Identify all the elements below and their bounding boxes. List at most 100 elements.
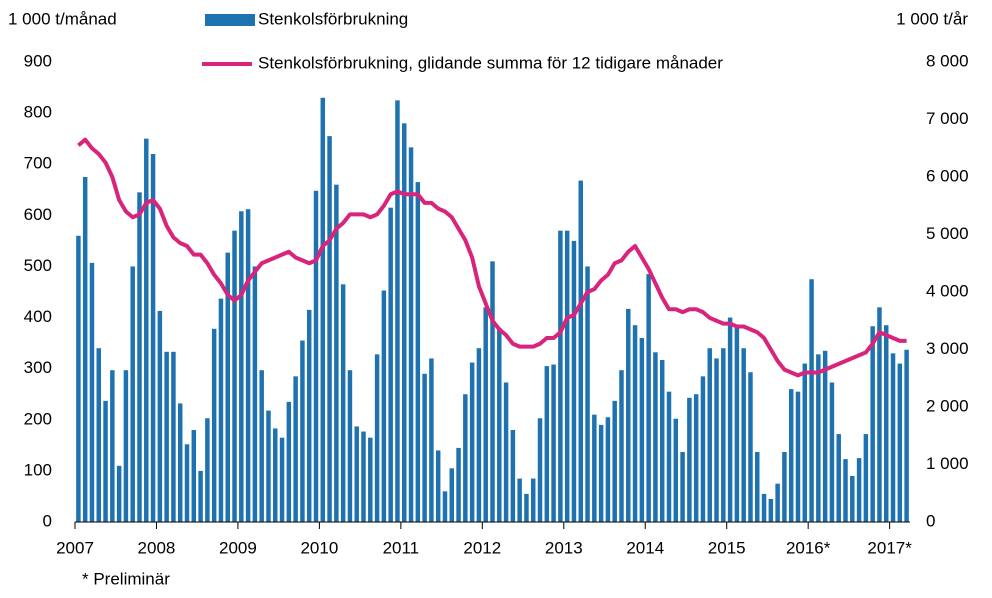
bar (585, 266, 590, 522)
x-tick-label: 2008 (138, 538, 176, 557)
y2-tick-label: 2 000 (926, 396, 969, 415)
bar (273, 428, 278, 522)
bar (700, 376, 706, 522)
bar (395, 100, 400, 522)
bar (734, 327, 740, 522)
bar (225, 252, 230, 522)
bar (626, 308, 631, 522)
legend-label: Stenkolsförbrukning, glidande summa för … (258, 53, 723, 72)
bar (836, 434, 841, 522)
bar (816, 354, 821, 522)
y2-tick-label: 8 000 (926, 51, 969, 70)
bar (530, 478, 536, 522)
bar (368, 437, 373, 522)
bar (442, 491, 448, 522)
bar (252, 266, 258, 522)
y2-tick-label: 0 (926, 511, 935, 530)
y-tick-label: 200 (24, 409, 52, 428)
bar (279, 437, 285, 522)
bar (435, 450, 441, 522)
bar (469, 362, 475, 522)
bar (605, 417, 611, 522)
bar (558, 230, 563, 522)
bar (76, 235, 81, 522)
y-tick-label: 700 (24, 154, 52, 173)
y2-tick-label: 3 000 (926, 339, 969, 358)
bar (524, 493, 529, 522)
bar (164, 351, 169, 522)
bar (850, 476, 855, 522)
bar (422, 373, 427, 522)
bar (334, 184, 339, 522)
y2-tick-label: 6 000 (926, 166, 969, 185)
bar (205, 418, 210, 522)
bar (856, 458, 862, 522)
bar (150, 154, 156, 522)
bar (761, 493, 767, 522)
bar (741, 348, 746, 522)
x-tick-label: 2016* (786, 538, 831, 557)
bar (89, 262, 95, 522)
bar (537, 418, 543, 522)
bar (632, 325, 638, 522)
y-tick-label: 300 (24, 358, 52, 377)
y-tick-label: 800 (24, 103, 52, 122)
bar (408, 147, 414, 522)
bar (693, 394, 699, 522)
bar (897, 363, 903, 522)
bar (184, 444, 190, 522)
bar (883, 325, 889, 522)
bar (211, 328, 217, 522)
bar (877, 307, 882, 522)
bar (904, 349, 909, 522)
y-tick-label: 400 (24, 307, 52, 326)
bar (306, 309, 312, 522)
bar (490, 261, 495, 522)
bar (198, 470, 203, 522)
x-tick-label: 2014 (626, 538, 664, 557)
bar (768, 499, 774, 522)
bar (429, 358, 434, 522)
bar (707, 348, 712, 522)
bar (802, 363, 808, 522)
bar (381, 290, 387, 522)
bar (130, 266, 135, 522)
y-tick-label: 600 (24, 205, 52, 224)
bar (137, 192, 142, 523)
bar (822, 350, 828, 522)
bar (571, 240, 577, 522)
footnote: * Preliminär (82, 569, 170, 588)
x-tick-label: 2011 (383, 538, 420, 557)
bar (191, 430, 197, 522)
bar (890, 353, 896, 522)
bar (510, 430, 516, 522)
bar (218, 298, 224, 522)
bar (687, 397, 692, 522)
bar (598, 424, 604, 522)
bar (748, 372, 753, 522)
bar (82, 177, 88, 522)
bar (245, 209, 251, 522)
bar (415, 182, 421, 522)
bar (476, 348, 482, 522)
y2-tick-label: 7 000 (926, 109, 969, 128)
bar (551, 364, 556, 522)
bar (116, 465, 122, 522)
bar (239, 211, 244, 522)
bar (782, 451, 787, 522)
bar (775, 483, 780, 522)
x-tick-label: 2009 (219, 538, 257, 557)
bar (340, 284, 346, 522)
bar (347, 370, 353, 522)
x-tick-label: 2007 (56, 538, 94, 557)
y2-tick-label: 4 000 (926, 281, 969, 300)
bar (578, 180, 583, 523)
bar (592, 414, 597, 522)
bar (286, 401, 292, 522)
bar (320, 97, 326, 523)
bar (361, 431, 366, 522)
bar (497, 327, 502, 522)
x-tick-label: 2012 (463, 538, 501, 557)
bar (456, 447, 461, 522)
